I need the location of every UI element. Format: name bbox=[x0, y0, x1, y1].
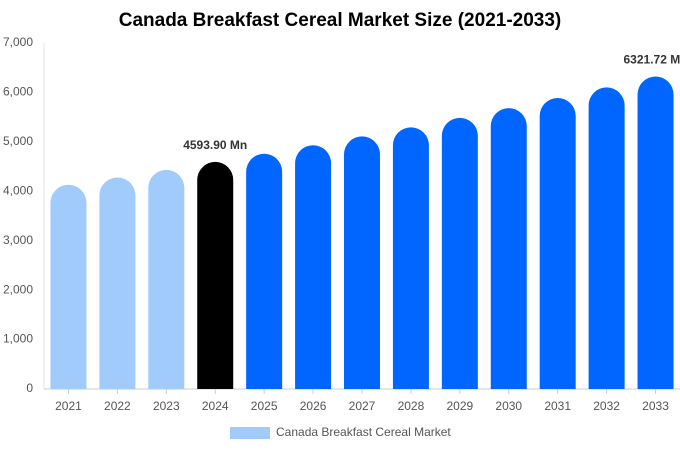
y-tick-label: 2,000 bbox=[3, 282, 33, 296]
bar bbox=[539, 97, 576, 389]
bar bbox=[588, 87, 625, 390]
x-tick-label: 2024 bbox=[202, 399, 229, 413]
bar bbox=[148, 169, 185, 389]
bar bbox=[344, 136, 380, 389]
y-tick-label: 6,000 bbox=[3, 85, 33, 99]
bar bbox=[246, 153, 283, 389]
x-tick-label: 2027 bbox=[349, 399, 376, 413]
bar bbox=[295, 145, 332, 389]
legend-label: Canada Breakfast Cereal Market bbox=[276, 425, 451, 439]
value-label: 6321.72 Mn bbox=[624, 53, 680, 67]
bar bbox=[50, 184, 87, 389]
y-tick-label: 4,000 bbox=[3, 183, 33, 197]
bar bbox=[392, 127, 429, 389]
y-tick-label: 3,000 bbox=[3, 233, 33, 247]
bar bbox=[441, 117, 478, 390]
legend-swatch bbox=[230, 427, 270, 439]
x-tick-label: 2023 bbox=[153, 399, 180, 413]
chart-title: Canada Breakfast Cereal Market Size (202… bbox=[119, 10, 562, 31]
x-tick-label: 2032 bbox=[593, 399, 620, 413]
y-tick-label: 5,000 bbox=[3, 134, 33, 148]
bar bbox=[197, 161, 234, 389]
x-tick-label: 2033 bbox=[642, 399, 669, 413]
y-tick-label: 0 bbox=[26, 381, 33, 395]
y-tick-label: 7,000 bbox=[3, 35, 33, 49]
x-tick-label: 2022 bbox=[104, 399, 131, 413]
x-tick-label: 2031 bbox=[544, 399, 571, 413]
x-tick-label: 2026 bbox=[300, 399, 327, 413]
x-tick-label: 2025 bbox=[251, 399, 278, 413]
value-label: 4593.90 Mn bbox=[183, 138, 247, 152]
y-tick-label: 1,000 bbox=[3, 332, 33, 346]
x-tick-label: 2021 bbox=[55, 399, 82, 413]
bar bbox=[637, 76, 674, 389]
bar bbox=[490, 108, 527, 390]
x-tick-label: 2030 bbox=[495, 399, 522, 413]
bar bbox=[99, 177, 136, 389]
x-tick-label: 2028 bbox=[398, 399, 425, 413]
x-tick-label: 2029 bbox=[446, 399, 473, 413]
